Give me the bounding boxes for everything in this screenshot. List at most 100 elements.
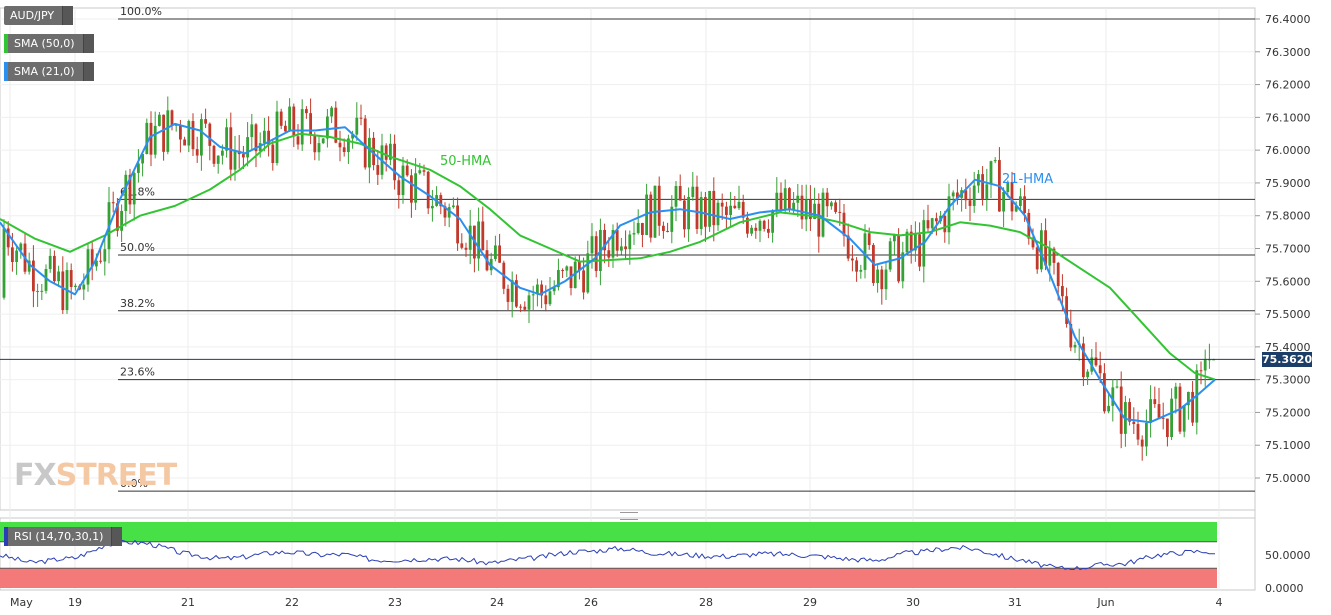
candle-body (82, 284, 86, 290)
candle-body (876, 269, 879, 283)
candle (1182, 404, 1186, 438)
candle-body (158, 114, 161, 126)
candle-body (384, 145, 388, 160)
candle-body (565, 266, 569, 271)
candle (15, 245, 18, 275)
legend-grip-icon (82, 62, 94, 81)
candle (851, 245, 854, 272)
candle-body (590, 236, 594, 254)
candle (834, 200, 837, 214)
candle-body (271, 144, 275, 164)
candle-body (762, 220, 766, 229)
candle (300, 99, 304, 151)
candle (691, 172, 695, 201)
sma50-legend[interactable]: SMA (50,0) (4, 34, 94, 53)
x-tick-label: 30 (906, 596, 920, 609)
candle-body (1031, 238, 1035, 248)
candle-body (536, 284, 539, 295)
candle-body (531, 294, 535, 296)
candle-body (548, 291, 552, 305)
y-tick-label: 76.2000 (1265, 79, 1311, 92)
candle (330, 105, 333, 124)
candle-body (2, 228, 6, 298)
candle-body (258, 143, 262, 152)
candle (1065, 287, 1068, 328)
candle (708, 190, 711, 232)
candle-body (804, 199, 808, 220)
candle-body (494, 245, 497, 259)
candle (284, 120, 287, 132)
candle-body (40, 290, 44, 292)
rsi-legend[interactable]: RSI (14,70,30,1) (4, 527, 123, 546)
candle (888, 237, 892, 272)
candle (741, 194, 745, 224)
candle (825, 188, 829, 218)
pane-resize-handle[interactable] (620, 512, 638, 520)
candle (141, 151, 144, 177)
candle-body (48, 255, 52, 269)
candle (662, 221, 665, 239)
candle (704, 192, 707, 242)
candle (603, 223, 606, 264)
candle (393, 134, 396, 190)
sma21-legend[interactable]: SMA (21,0) (4, 62, 94, 81)
candle (880, 265, 884, 305)
candle (32, 245, 35, 308)
x-tick-label: 23 (388, 596, 402, 609)
candle-body (254, 124, 258, 152)
candle-body (477, 221, 480, 259)
candle-body (225, 127, 228, 151)
candle-body (771, 210, 774, 233)
candle-body (767, 228, 770, 233)
candle (670, 195, 674, 244)
candle (86, 243, 90, 292)
candle (263, 117, 266, 152)
candle-body (1174, 386, 1178, 399)
candle-body (338, 142, 342, 148)
candle-body (968, 200, 972, 206)
candle (132, 171, 136, 221)
candle (527, 290, 531, 324)
candle-body (720, 202, 724, 207)
candle-body (1161, 417, 1165, 419)
candle-body (397, 180, 401, 196)
symbol-legend[interactable]: AUD/JPY (4, 6, 74, 25)
candle-body (825, 192, 829, 207)
candle-body (464, 247, 468, 250)
candle-body (758, 220, 762, 231)
candle-body (15, 250, 18, 262)
y-tick-label: 75.9000 (1265, 177, 1311, 190)
candle (1073, 341, 1077, 353)
candle (1199, 361, 1203, 385)
fib-label: 50.0% (120, 241, 155, 254)
candle (624, 230, 627, 260)
candle (187, 119, 191, 153)
candle-body (615, 229, 619, 251)
candle-body (443, 206, 447, 218)
candle (695, 175, 699, 234)
candle (1094, 342, 1098, 367)
candle (758, 219, 762, 243)
candle-body (540, 284, 543, 296)
candle-body (662, 225, 665, 231)
candle-body (11, 247, 14, 262)
candle-body (250, 124, 254, 138)
candle (657, 176, 661, 236)
candle (1153, 386, 1157, 408)
candle (1082, 336, 1085, 387)
candle-body (32, 260, 35, 292)
fib-label: 38.2% (120, 297, 155, 310)
candle (124, 170, 128, 227)
candle-body (905, 231, 909, 253)
candle-body (1119, 386, 1123, 434)
candle-body (582, 270, 585, 293)
candle-body (1094, 357, 1098, 366)
candle-body (1040, 230, 1043, 270)
x-tick-label: 19 (68, 596, 82, 609)
candle (863, 224, 867, 279)
candle (40, 284, 44, 301)
candle (468, 209, 472, 265)
candle-body (1149, 399, 1152, 423)
candle-body (981, 174, 984, 199)
